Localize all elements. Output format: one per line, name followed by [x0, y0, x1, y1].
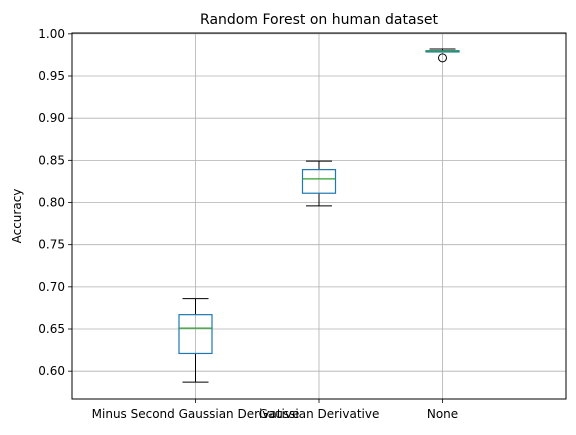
y-axis-ticks: 0.60 0.65 0.70 0.75 0.80 0.85 0.90 0.95 1.00: [38, 27, 72, 378]
outlier-point: [438, 53, 447, 63]
y-tick-label: 0.75: [38, 238, 65, 252]
y-tick-label: 1.00: [38, 27, 65, 41]
x-tick-label: None: [427, 407, 458, 421]
box-group: [425, 48, 460, 63]
x-tick-label: Gaussian Derivative: [259, 407, 380, 421]
y-tick-label: 0.85: [38, 153, 65, 167]
box-group: [178, 298, 213, 383]
y-tick-label: 0.80: [38, 196, 65, 210]
y-tick-label: 0.95: [38, 69, 65, 83]
y-tick-label: 0.70: [38, 280, 65, 294]
y-tick-label: 0.90: [38, 111, 65, 125]
x-axis-ticks: Minus Second Gaussian DerivativeGaussian…: [92, 399, 458, 421]
chart-title: Random Forest on human dataset: [200, 12, 438, 28]
box-iqr: [301, 169, 337, 194]
box-iqr: [178, 314, 213, 355]
box-series: [178, 48, 460, 383]
y-tick-label: 0.65: [38, 322, 65, 336]
x-tick-label: Minus Second Gaussian Derivative: [92, 407, 300, 421]
y-axis-label: Accuracy: [10, 189, 24, 244]
y-tick-label: 0.60: [38, 364, 65, 378]
box-group: [301, 160, 337, 207]
